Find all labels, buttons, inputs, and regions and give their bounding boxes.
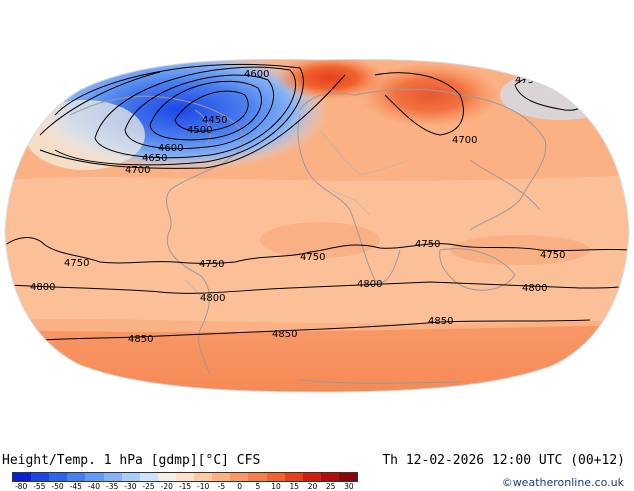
contour-4500: [149, 80, 262, 141]
color-scale-tick: -5: [217, 482, 226, 491]
contour-label: 4750: [300, 252, 325, 263]
contour-4850: [39, 319, 591, 341]
color-swatch: [230, 473, 249, 481]
contour-label: 4850: [272, 329, 297, 340]
contour-label: 4750: [540, 250, 565, 261]
color-swatch: [121, 473, 140, 481]
map-footer: Height/Temp. 1 hPa [gdmp][°C] CFS Th 12-…: [0, 446, 634, 491]
contour-label: 4800: [30, 282, 55, 293]
color-swatch: [175, 473, 195, 481]
color-swatch: [266, 473, 285, 481]
contour-label: 4600: [158, 143, 183, 154]
color-scale-tick: -45: [69, 482, 82, 491]
contour-4450: [174, 90, 249, 132]
color-scale-tick: -10: [197, 482, 210, 491]
contour-label: 4800: [357, 279, 382, 290]
color-scale-tick: -55: [33, 482, 46, 491]
contour-label: 4850: [428, 316, 453, 327]
contour-label: 4750: [64, 258, 89, 269]
contour-label: 4750: [199, 259, 224, 270]
tropical-band: [5, 175, 629, 324]
site-credit[interactable]: ©weatheronline.co.uk: [501, 476, 624, 489]
contour-labels: 4600 4450 4500 4600 4650 4700 4700 4750 …: [30, 69, 565, 345]
contour-label: 4450: [202, 115, 227, 126]
color-scale-tick: 10: [271, 482, 281, 491]
contour-label: 4500: [187, 125, 212, 136]
contour-4700-east: [374, 72, 464, 136]
contour-label: 4750: [415, 239, 440, 250]
color-swatch: [248, 473, 267, 481]
color-scale-tick: 30: [344, 482, 354, 491]
color-swatch: [67, 473, 86, 481]
valid-time: Th 12-02-2026 12:00 UTC (00+12): [382, 453, 625, 468]
height-contours: [5, 63, 629, 341]
color-swatch: [31, 473, 50, 481]
coastlines: [69, 88, 547, 384]
contour-label: 4800: [200, 293, 225, 304]
contour-label: 4650: [142, 153, 167, 164]
color-scale-tick: -50: [51, 482, 64, 491]
contour-label: 4700: [452, 135, 477, 146]
cold-anomaly-edge: [25, 100, 145, 170]
warm-anomaly-siberia: [360, 63, 500, 127]
color-scale-tick: 20: [307, 482, 318, 491]
southern-warm-band: [5, 325, 629, 392]
weather-map: 4600 4450 4500 4600 4650 4700 4700 4750 …: [4, 58, 630, 393]
color-scale-tick: 25: [325, 482, 336, 491]
warm-patch: [260, 222, 380, 258]
color-swatch: [139, 473, 158, 481]
color-swatch: [284, 473, 303, 481]
contour-label: 4700: [125, 165, 150, 176]
color-swatch: [194, 473, 213, 481]
color-swatch: [302, 473, 321, 481]
color-scale-tick: 5: [255, 482, 261, 491]
color-scale-labels: -80 -55 -50 -45 -40 -35 -30 -25 -20 -15 -10 -5 0 5 10 1…: [12, 482, 358, 491]
color-scale-tick: 15: [289, 482, 300, 491]
contour-4550: [124, 74, 274, 150]
color-scale-tick: -20: [160, 482, 173, 491]
contour-4800: [9, 281, 629, 294]
warm-patch: [450, 235, 590, 265]
map-canvas: 4600 4450 4500 4600 4650 4700 4700 4750 …: [4, 58, 630, 393]
map-title: Height/Temp. 1 hPa [gdmp][°C] CFS: [2, 453, 261, 468]
color-scale-tick: -30: [124, 482, 137, 491]
contour-4750-tropics: [5, 237, 629, 264]
contour-label: 4750: [515, 75, 540, 86]
color-scale-tick: -80: [14, 482, 28, 491]
contour-4700-west: [39, 71, 346, 169]
contour-label: 4850: [128, 334, 153, 345]
contour-4600: [94, 66, 296, 159]
color-swatch: [85, 473, 104, 481]
color-swatch: [212, 473, 231, 481]
color-scale-tick: -25: [142, 482, 155, 491]
contour-4650: [54, 63, 304, 166]
color-swatch: [103, 473, 122, 481]
color-scale-tick: -40: [87, 482, 101, 491]
globe: 4600 4450 4500 4600 4650 4700 4700 4750 …: [5, 59, 629, 392]
globe-outline: [4, 58, 630, 393]
color-swatch: [157, 473, 176, 481]
color-scale-tick: -15: [178, 482, 192, 491]
color-scale-tick: -35: [106, 482, 119, 491]
color-swatch: [320, 473, 339, 481]
color-swatch: [49, 473, 68, 481]
color-swatch: [338, 473, 358, 481]
contour-label: 4600: [244, 69, 269, 80]
color-scale: [12, 472, 358, 482]
color-scale-tick: 0: [237, 482, 243, 491]
color-swatch: [13, 473, 32, 481]
contour-label: 4800: [522, 283, 547, 294]
